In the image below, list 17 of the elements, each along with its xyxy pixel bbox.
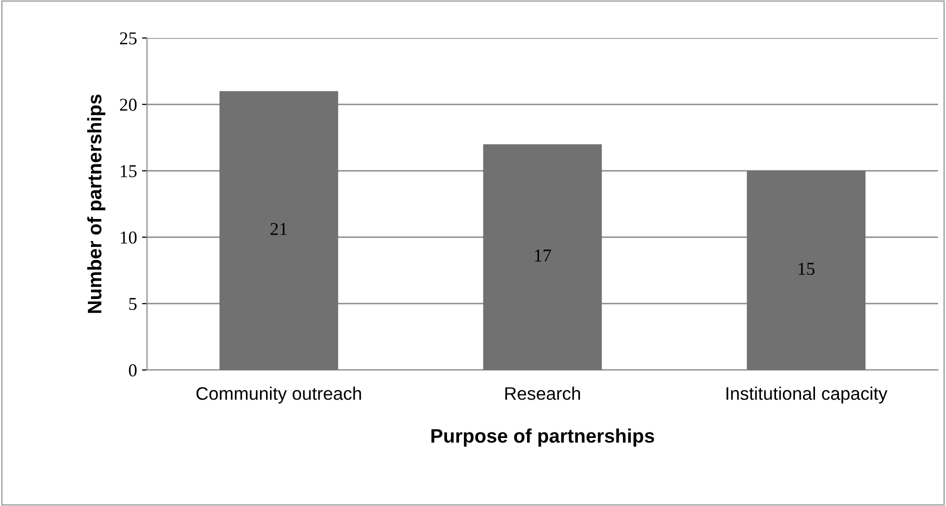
x-tick-label: Research xyxy=(505,386,580,400)
data-label: 21 xyxy=(270,222,287,235)
data-label: 15 xyxy=(798,262,814,275)
y-tick-label: 10 xyxy=(120,231,137,244)
y-axis-title: Number of partnerships xyxy=(87,94,106,313)
y-tick-label: 5 xyxy=(129,298,137,310)
bar xyxy=(746,170,866,370)
bar xyxy=(483,144,602,370)
x-tick-label: Institutional capacity xyxy=(726,386,888,404)
bar xyxy=(220,91,338,370)
x-tick-label: Community outreach xyxy=(196,386,361,404)
y-tick-label: 20 xyxy=(120,98,137,111)
y-tick-label: 15 xyxy=(120,165,137,178)
x-axis-title: Purpose of partnerships xyxy=(431,428,654,447)
data-label: 17 xyxy=(535,250,552,262)
y-tick-label: 0 xyxy=(128,364,137,376)
y-tick-label: 25 xyxy=(120,32,137,44)
